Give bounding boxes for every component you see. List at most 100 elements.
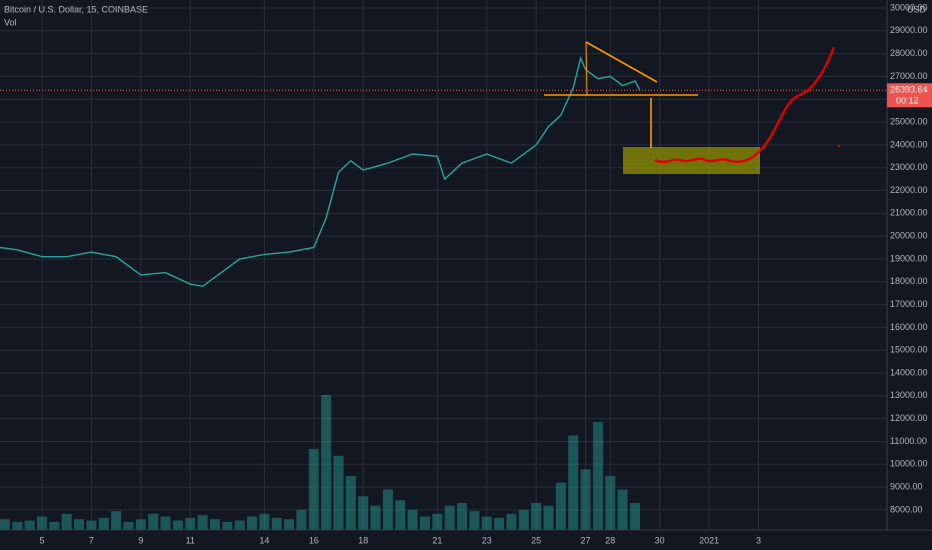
volume-bar bbox=[259, 513, 270, 530]
timer-label: 00:12 bbox=[896, 96, 919, 106]
volume-bar bbox=[209, 519, 220, 530]
x-tick-label: 14 bbox=[259, 535, 269, 545]
volume-bar bbox=[12, 521, 23, 530]
y-tick-label: 21000.00 bbox=[890, 208, 928, 218]
volume-bar bbox=[605, 476, 616, 530]
y-tick-label: 17000.00 bbox=[890, 299, 928, 309]
y-tick-label: 28000.00 bbox=[890, 48, 928, 58]
volume-bar bbox=[160, 516, 171, 530]
volume-bar bbox=[419, 516, 430, 530]
volume-bar bbox=[469, 511, 480, 530]
x-tick-label: 16 bbox=[309, 535, 319, 545]
volume-bar bbox=[74, 519, 85, 530]
y-tick-label: 9000.00 bbox=[890, 481, 923, 491]
last-price-label: 26393.64 bbox=[890, 85, 928, 95]
x-tick-label: 9 bbox=[138, 535, 143, 545]
trend-line bbox=[585, 41, 658, 83]
volume-bar bbox=[0, 519, 10, 530]
y-tick-label: 8000.00 bbox=[890, 504, 923, 514]
volume-bar bbox=[555, 482, 566, 530]
volume-bar bbox=[345, 476, 356, 530]
volume-bar bbox=[629, 503, 640, 530]
last-price-tag bbox=[887, 83, 932, 108]
y-tick-label: 27000.00 bbox=[890, 71, 928, 81]
x-tick-label: 30 bbox=[655, 535, 665, 545]
volume-bar bbox=[370, 505, 381, 530]
x-tick-label: 23 bbox=[482, 535, 492, 545]
volume-bar bbox=[98, 517, 109, 530]
y-tick-label: 29000.00 bbox=[890, 25, 928, 35]
volume-bar bbox=[543, 505, 554, 530]
y-tick-label: 15000.00 bbox=[890, 345, 928, 355]
volume-bar bbox=[531, 503, 542, 530]
marker-dot bbox=[837, 144, 841, 148]
volume-bar bbox=[481, 516, 492, 530]
volume-bar bbox=[444, 505, 455, 530]
y-tick-label: 19000.00 bbox=[890, 253, 928, 263]
volume-bar bbox=[358, 496, 369, 530]
volume-label: Vol bbox=[4, 17, 17, 27]
volume-bar bbox=[185, 517, 196, 530]
volume-bar bbox=[111, 511, 122, 530]
currency-label: USD bbox=[907, 4, 927, 14]
y-tick-label: 24000.00 bbox=[890, 139, 928, 149]
volume-bar bbox=[568, 435, 579, 530]
volume-bar bbox=[37, 516, 48, 530]
volume-bar bbox=[321, 395, 332, 530]
y-tick-label: 12000.00 bbox=[890, 413, 928, 423]
volume-bar bbox=[61, 513, 72, 530]
volume-bar bbox=[49, 521, 60, 530]
volume-bar bbox=[296, 509, 307, 530]
trend-line bbox=[585, 41, 588, 96]
x-tick-label: 18 bbox=[358, 535, 368, 545]
volume-bar bbox=[382, 489, 393, 530]
x-tick-label: 11 bbox=[186, 535, 195, 545]
volume-bar bbox=[457, 503, 468, 530]
x-tick-label: 2021 bbox=[699, 535, 719, 545]
volume-bar bbox=[24, 520, 35, 530]
x-tick-label: 3 bbox=[756, 535, 761, 545]
y-tick-label: 22000.00 bbox=[890, 185, 928, 195]
volume-bar bbox=[432, 513, 443, 530]
volume-bar bbox=[247, 516, 258, 530]
volume-bar bbox=[222, 521, 233, 530]
volume-bar bbox=[580, 469, 591, 530]
x-tick-label: 7 bbox=[89, 535, 94, 545]
volume-bar bbox=[518, 509, 529, 530]
forecast-curve bbox=[654, 46, 836, 164]
y-tick-label: 10000.00 bbox=[890, 459, 928, 469]
volume-bar bbox=[284, 519, 295, 530]
volume-bar bbox=[148, 513, 159, 530]
y-tick-label: 13000.00 bbox=[890, 390, 928, 400]
volume-bar bbox=[308, 449, 319, 530]
y-tick-label: 30000.00 bbox=[890, 2, 928, 12]
y-tick-label: 16000.00 bbox=[890, 322, 928, 332]
volume-bar bbox=[494, 517, 505, 530]
y-tick-label: 11000.00 bbox=[890, 436, 927, 446]
volume-bar bbox=[617, 489, 628, 530]
x-tick-label: 28 bbox=[605, 535, 615, 545]
y-tick-label: 25000.00 bbox=[890, 116, 928, 126]
x-tick-label: 21 bbox=[432, 535, 442, 545]
volume-bar bbox=[86, 520, 97, 530]
volume-bar bbox=[123, 521, 134, 530]
chart-title: Bitcoin / U.S. Dollar, 15, COINBASE bbox=[4, 4, 148, 14]
volume-bar bbox=[407, 509, 418, 530]
volume-bar bbox=[172, 520, 183, 530]
volume-bar bbox=[506, 513, 517, 530]
y-tick-label: 20000.00 bbox=[890, 231, 928, 241]
volume-bar bbox=[333, 455, 344, 530]
x-tick-label: 5 bbox=[39, 535, 44, 545]
y-tick-label: 18000.00 bbox=[890, 276, 928, 286]
volume-bar bbox=[234, 520, 245, 530]
y-tick-label: 23000.00 bbox=[890, 162, 928, 172]
volume-bar bbox=[197, 515, 208, 530]
price-line bbox=[0, 56, 641, 288]
x-tick-label: 25 bbox=[531, 535, 541, 545]
y-tick-label: 14000.00 bbox=[890, 367, 928, 377]
volume-bar bbox=[395, 500, 406, 530]
volume-bar bbox=[135, 519, 146, 530]
x-tick-label: 27 bbox=[581, 535, 591, 545]
